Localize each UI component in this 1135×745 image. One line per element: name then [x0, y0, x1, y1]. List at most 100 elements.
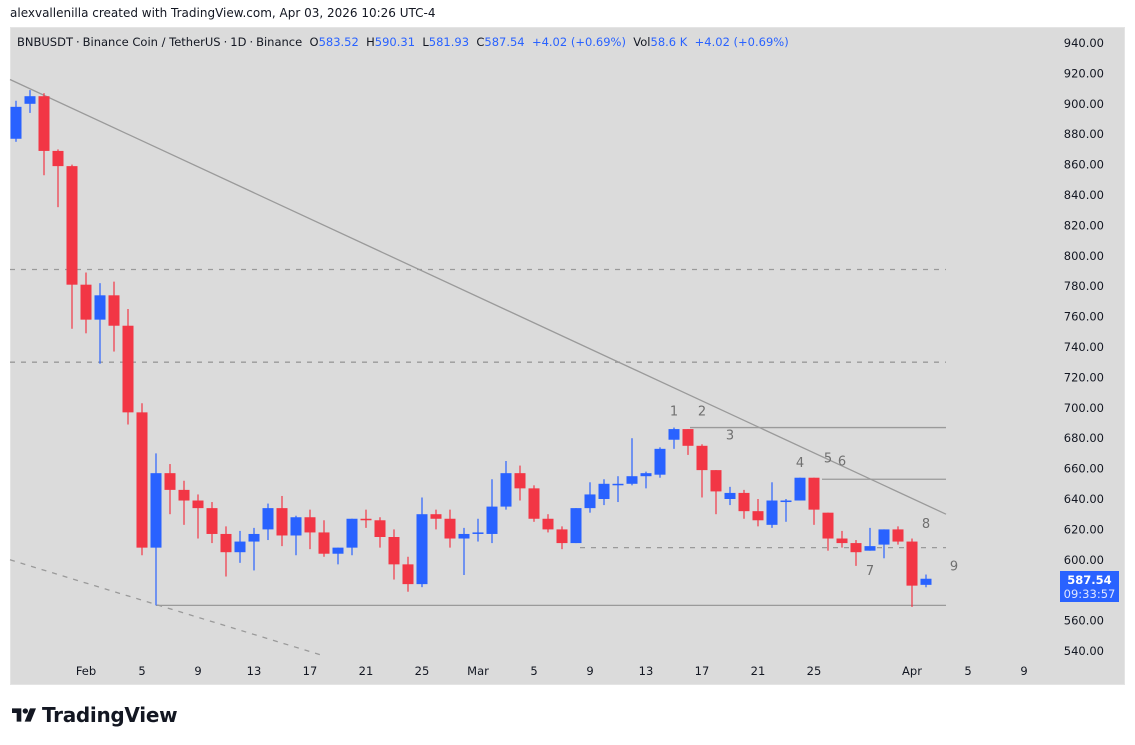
candle	[164, 464, 176, 515]
wave-count-label[interactable]: 4	[796, 456, 804, 471]
x-axis-tick: 9	[586, 664, 593, 678]
candle	[556, 526, 568, 550]
chart-pane[interactable]	[10, 27, 1125, 685]
candle	[920, 574, 932, 588]
candle	[752, 499, 764, 527]
y-axis-tick: 800.00	[1064, 249, 1104, 263]
wave-count-label[interactable]: 9	[950, 559, 958, 574]
candle	[402, 556, 414, 592]
wave-count-label[interactable]: 5	[824, 452, 832, 467]
y-axis-tick: 760.00	[1064, 310, 1104, 324]
y-axis-tick: 720.00	[1064, 370, 1104, 384]
candle	[248, 527, 260, 571]
wave-count-label[interactable]: 1	[670, 404, 678, 419]
y-axis-tick: 780.00	[1064, 279, 1104, 293]
candle	[682, 429, 694, 455]
candle	[766, 482, 778, 528]
x-axis-tick: 17	[303, 664, 318, 678]
x-axis-tick: 25	[807, 664, 822, 678]
candle	[668, 427, 680, 449]
candle	[416, 497, 428, 588]
x-axis-tick: 9	[194, 664, 201, 678]
candle	[94, 283, 106, 364]
x-axis-tick: 5	[964, 664, 971, 678]
x-axis-tick: Feb	[76, 664, 96, 678]
candle	[332, 547, 344, 565]
candle	[864, 527, 876, 551]
candle	[318, 520, 330, 557]
candle	[654, 447, 666, 478]
candle	[304, 509, 316, 550]
candle	[388, 529, 400, 580]
candle	[598, 479, 610, 506]
candle	[808, 477, 820, 525]
legend-vol-label: Vol	[633, 35, 651, 49]
candle	[458, 527, 470, 575]
candle	[472, 518, 484, 542]
y-axis-tick: 920.00	[1064, 66, 1104, 80]
tradingview-logo[interactable]: TradingView	[12, 703, 178, 727]
y-axis-tick: 600.00	[1064, 553, 1104, 567]
candle	[724, 486, 736, 506]
last-price-label: 587.54 09:33:57	[1060, 571, 1119, 602]
candle	[234, 530, 246, 563]
candle	[612, 476, 624, 503]
trend-line[interactable]	[9, 78, 947, 515]
candle	[486, 479, 498, 544]
y-axis-tick: 940.00	[1064, 36, 1104, 50]
legend-low-label: L	[422, 35, 429, 49]
y-axis-tick: 820.00	[1064, 218, 1104, 232]
legend-open: 583.52	[318, 35, 359, 49]
candle	[220, 526, 232, 577]
candle	[262, 503, 274, 541]
legend-close-label: C	[476, 35, 485, 49]
last-price: 587.54	[1067, 573, 1112, 587]
candle	[178, 480, 190, 525]
y-axis-tick: 860.00	[1064, 158, 1104, 172]
trend-line[interactable]	[9, 559, 324, 657]
candle	[136, 403, 148, 556]
candle	[500, 461, 512, 510]
candle	[290, 515, 302, 556]
candle	[878, 529, 890, 559]
candle	[710, 470, 722, 515]
wave-count-label[interactable]: 8	[922, 517, 930, 532]
wave-count-label[interactable]: 7	[866, 564, 874, 579]
wave-count-label[interactable]: 3	[726, 429, 734, 444]
candle	[192, 494, 204, 539]
candle	[570, 508, 582, 544]
candle	[10, 100, 22, 142]
x-axis-tick: 21	[751, 664, 766, 678]
symbol-legend: BNBUSDT · Binance Coin / TetherUS · 1D · Binan…	[17, 35, 789, 49]
candle	[696, 444, 708, 498]
y-axis-tick: 680.00	[1064, 431, 1104, 445]
y-axis-tick: 740.00	[1064, 340, 1104, 354]
y-axis-tick: 900.00	[1064, 97, 1104, 111]
candle	[836, 530, 848, 548]
legend-open-label: O	[309, 35, 319, 49]
candle	[430, 509, 442, 530]
candle	[80, 272, 92, 334]
candle	[794, 477, 806, 501]
y-axis-tick: 660.00	[1064, 462, 1104, 476]
legend-interval[interactable]: 1D	[230, 35, 247, 49]
candle	[850, 540, 862, 566]
candle	[360, 509, 372, 528]
x-axis-tick: 17	[695, 664, 710, 678]
y-axis-tick: 840.00	[1064, 188, 1104, 202]
candle	[150, 453, 162, 606]
candle	[738, 489, 750, 519]
candle	[542, 514, 554, 533]
wave-count-label[interactable]: 2	[698, 404, 706, 419]
x-axis-tick: 13	[639, 664, 654, 678]
legend-high-label: H	[366, 35, 375, 49]
wave-count-label[interactable]: 6	[838, 455, 846, 470]
candle	[206, 502, 218, 544]
candle	[122, 309, 134, 425]
legend-symbol[interactable]: BNBUSDT	[17, 35, 73, 49]
candle	[52, 149, 64, 208]
candle	[584, 482, 596, 513]
candle	[346, 518, 358, 556]
tradingview-logo-icon	[12, 708, 36, 722]
